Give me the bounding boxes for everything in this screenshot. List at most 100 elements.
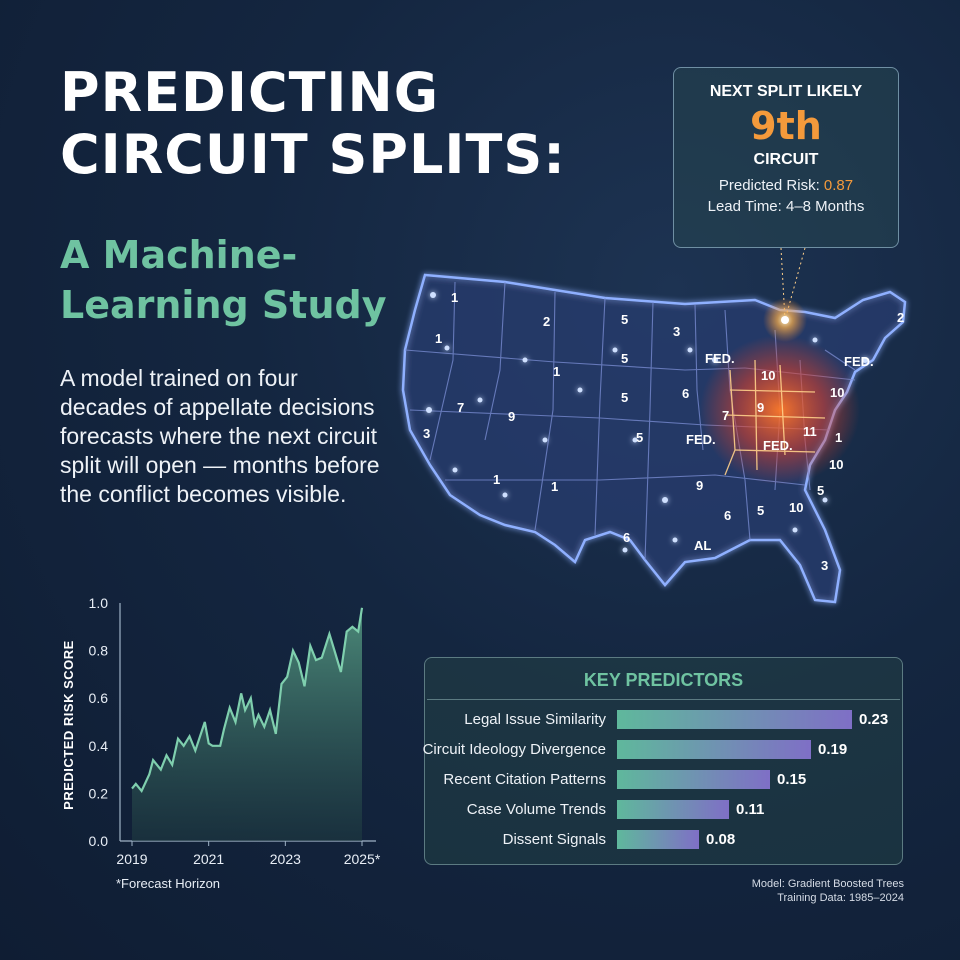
map-label: 6 (724, 508, 731, 523)
map-label: 9 (757, 400, 764, 415)
y-axis-ticks: 0.0 0.2 0.4 0.6 0.8 1.0 (89, 595, 109, 849)
risk-line (131, 607, 364, 794)
page-subtitle: A Machine- Learning Study (60, 230, 420, 330)
predictors-divider (427, 699, 900, 700)
model-note: Model: Gradient Boosted Trees Training D… (752, 877, 904, 905)
y-tick-label: 0.2 (89, 785, 109, 801)
callout-risk-value: 0.87 (823, 177, 854, 194)
y-tick-label: 1.0 (89, 595, 109, 611)
us-circuit-map: 1 1 2 5 3 5 1 5 6 FED. 10 7 9 FED. 7 9 5… (385, 240, 945, 620)
x-tick-label: 2023 (270, 851, 301, 867)
map-label: 10 (761, 368, 775, 383)
map-label: 2 (897, 310, 904, 325)
map-label: 1 (835, 430, 842, 445)
callout-lead-time: Lead Time: 4–8 Months (707, 198, 865, 215)
hotspot-borders (724, 359, 826, 476)
map-label: 10 (829, 457, 843, 472)
predictor-label: Circuit Ideology Divergence (422, 741, 606, 758)
predictor-bar (617, 770, 770, 789)
predictor-bar (617, 740, 811, 759)
model-name: Model: Gradient Boosted Trees (751, 878, 904, 890)
us-map-svg: 1 1 2 5 3 5 1 5 6 FED. 10 7 9 FED. 7 9 5… (401, 247, 907, 604)
forecast-footnote: *Forecast Horizon (116, 876, 221, 891)
predictor-value: 0.11 (736, 801, 765, 818)
risk-area (132, 607, 362, 841)
y-tick-label: 0.6 (89, 690, 109, 706)
predictor-row: Legal Issue Similarity 0.23 (425, 709, 904, 731)
map-label: 2 (543, 314, 550, 329)
map-label: 5 (621, 390, 628, 405)
map-label: 5 (621, 351, 628, 366)
map-label: 6 (682, 386, 689, 401)
map-label: 5 (621, 312, 628, 327)
map-label: 1 (551, 479, 558, 494)
next-split-callout: NEXT SPLIT LIKELY 9th CIRCUIT Predicted … (673, 67, 899, 248)
y-axis-label: PREDICTED RISK SCORE (61, 640, 76, 810)
predictor-value: 0.15 (777, 771, 807, 788)
flare-connector (763, 247, 807, 342)
predictor-label: Recent Citation Patterns (443, 771, 606, 788)
subtitle-line: A Machine- (60, 233, 298, 277)
map-label: 1 (553, 364, 560, 379)
predictor-bar (617, 800, 729, 819)
predictor-bar (617, 710, 852, 729)
map-label: 3 (673, 324, 680, 339)
map-labels: 1 1 2 5 3 5 1 5 6 FED. 10 7 9 FED. 7 9 5… (423, 290, 904, 573)
predictor-label: Legal Issue Similarity (464, 711, 606, 728)
map-label: 9 (508, 409, 515, 424)
page-title: PREDICTING CIRCUIT SPLITS: (60, 62, 620, 186)
training-range: Training Data: 1985–2024 (777, 892, 904, 904)
x-axis-ticks: 2019 2021 2023 2025* (116, 841, 381, 867)
map-label: 9 (696, 478, 703, 493)
predictor-row: Recent Citation Patterns 0.15 (425, 769, 904, 791)
map-label: 1 (493, 472, 500, 487)
callout-risk: Predicted Risk: 0.87 (674, 177, 898, 194)
map-label: 5 (817, 483, 824, 498)
hotspot-glow (700, 335, 860, 485)
map-label: 1 (435, 331, 442, 346)
key-predictors-panel: KEY PREDICTORS Legal Issue Similarity 0.2… (422, 657, 904, 865)
callout-heading: NEXT SPLIT LIKELY (709, 83, 863, 100)
map-label: 10 (789, 500, 803, 515)
x-tick-label: 2019 (116, 851, 147, 867)
map-label: 10 (830, 385, 844, 400)
map-label: 1 (451, 290, 458, 305)
title-line: CIRCUIT SPLITS: (60, 123, 566, 186)
predictor-value: 0.19 (818, 741, 848, 758)
x-tick-label: 2021 (193, 851, 224, 867)
map-label: FED. (763, 438, 793, 453)
map-label: FED. (844, 354, 874, 369)
map-label: 7 (457, 400, 464, 415)
y-tick-label: 0.4 (89, 738, 109, 754)
map-label: AL (694, 538, 711, 553)
map-label: 5 (636, 430, 643, 445)
lede-text: A model trained on four decades of appel… (60, 365, 380, 507)
city-lights (426, 292, 868, 553)
map-label: 11 (803, 424, 817, 439)
map-label: 7 (722, 408, 729, 423)
map-label: FED. (705, 351, 735, 366)
x-tick-label: 2025* (344, 851, 381, 867)
callout-circuit-label: CIRCUIT (753, 151, 819, 168)
y-tick-label: 0.8 (89, 643, 109, 659)
predictor-bar (617, 830, 699, 849)
predictor-value: 0.08 (706, 831, 736, 848)
predictor-row: Dissent Signals 0.08 (425, 829, 904, 851)
predictor-row: Circuit Ideology Divergence 0.19 (422, 739, 904, 761)
predictor-label: Case Volume Trends (466, 801, 606, 818)
map-label: FED. (686, 432, 716, 447)
predictors-title: KEY PREDICTORS (583, 670, 744, 690)
callout-circuit: 9th (750, 104, 822, 148)
risk-chart-svg: PREDICTED RISK SCORE 0.00.20.40.60.81.0 … (61, 595, 381, 867)
title-line: PREDICTING (60, 61, 440, 124)
map-label: 6 (623, 530, 630, 545)
subtitle-line: Learning Study (60, 283, 387, 327)
map-label: 3 (423, 426, 430, 441)
risk-score-chart: PREDICTED RISK SCORE 0.0 0.2 0.4 0.6 0.8 1.0 … (40, 585, 410, 905)
y-tick-label: 0.0 (89, 833, 109, 849)
map-label: 3 (821, 558, 828, 573)
map-label: 5 (757, 503, 764, 518)
callout-risk-label: Predicted Risk: (718, 177, 820, 194)
predictor-label: Dissent Signals (502, 831, 606, 848)
predictor-row: Case Volume Trends 0.11 (425, 799, 904, 821)
